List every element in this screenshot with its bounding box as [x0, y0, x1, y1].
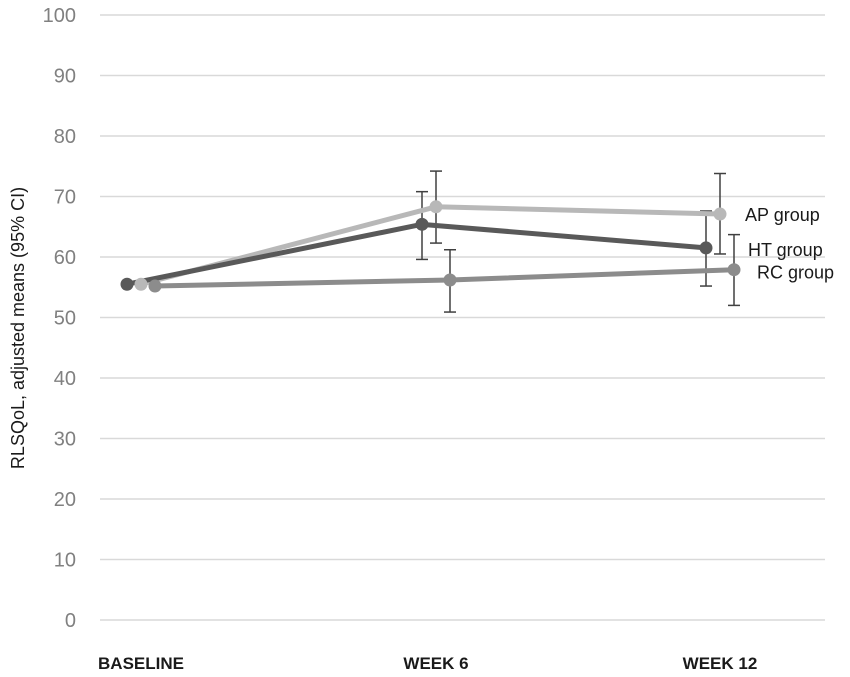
- y-axis-label: RLSQoL, adjusted means (95% CI): [8, 187, 28, 469]
- series-points: [120, 200, 741, 293]
- y-tick-label: 40: [54, 368, 76, 390]
- data-point: [134, 277, 148, 291]
- data-point: [713, 207, 727, 221]
- y-tick-label: 100: [43, 5, 76, 27]
- y-tick-label: 70: [54, 187, 76, 209]
- series-label: HT group: [748, 240, 823, 260]
- y-tick-label: 90: [54, 66, 76, 88]
- series-labels: AP group HT group RC group: [745, 205, 834, 283]
- y-tick-label: 10: [54, 550, 76, 572]
- y-tick-label: 80: [54, 126, 76, 148]
- y-tick-label: 60: [54, 247, 76, 269]
- data-point: [429, 200, 443, 214]
- data-point: [415, 217, 429, 231]
- series-lines: [124, 204, 737, 289]
- x-category-label: WEEK 12: [683, 654, 758, 673]
- y-tick-label: 20: [54, 489, 76, 511]
- data-point: [120, 277, 134, 291]
- data-point: [443, 273, 457, 287]
- y-tick-label: 30: [54, 429, 76, 451]
- error-bars: [416, 170, 740, 313]
- data-point: [727, 263, 741, 277]
- y-tick-labels: 0 10 20 30 40 50 60 70 80 90 100: [43, 5, 76, 632]
- series-label: AP group: [745, 205, 820, 225]
- x-category-label: WEEK 6: [403, 654, 468, 673]
- series-label: RC group: [757, 263, 834, 283]
- y-tick-label: 0: [65, 610, 76, 632]
- x-category-labels: BASELINE WEEK 6 WEEK 12: [98, 654, 757, 673]
- data-point: [148, 279, 162, 293]
- y-tick-label: 50: [54, 308, 76, 330]
- gridlines: [100, 14, 825, 621]
- data-point: [699, 241, 713, 255]
- x-category-label: BASELINE: [98, 654, 184, 673]
